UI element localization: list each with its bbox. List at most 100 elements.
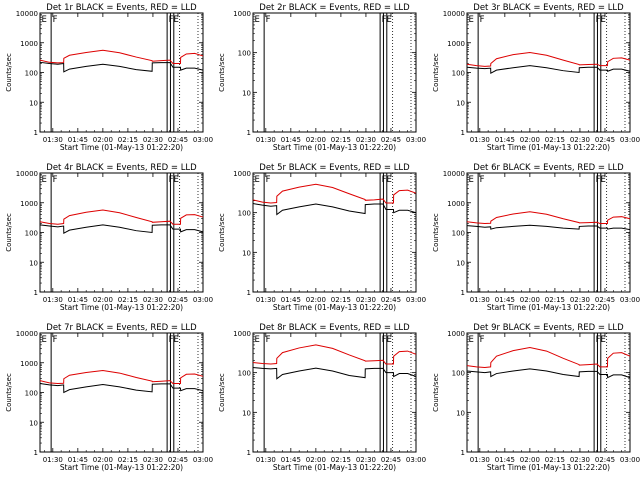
flag-label: F [480, 335, 485, 345]
x-tick-label: 02:30 [356, 296, 376, 304]
x-tick-label: 01:30 [43, 136, 63, 144]
flag-label: E [255, 15, 260, 25]
events-series-line [466, 224, 631, 231]
panel-7: Det 7r BLACK = Events, RED = LLD 1 10 100 10… [5, 323, 213, 472]
y-tick-label: 100 [452, 70, 465, 78]
lld-series-line [466, 347, 631, 369]
x-tick-label: 02:15 [331, 296, 351, 304]
x-axis-label: Start Time (01-May-13 01:22:20) [60, 143, 183, 152]
flag-label: F [53, 175, 58, 185]
events-series-line [252, 367, 417, 380]
y-tick-label: 1000 [20, 200, 38, 208]
events-series-line [39, 224, 204, 234]
panel-8: Det 8r BLACK = Events, RED = LLD 1 10 100 10… [218, 323, 426, 472]
lld-series-line [39, 369, 204, 385]
x-tick-label: 02:30 [570, 136, 590, 144]
x-tick-label: 02:45 [381, 136, 401, 144]
y-tick-label: 1000 [20, 360, 38, 368]
x-tick-label: 03:00 [620, 296, 640, 304]
y-tick-label: 1 [461, 449, 465, 457]
x-tick-label: 01:45 [68, 456, 88, 464]
y-tick-label: 1000 [20, 40, 38, 48]
plot-frame [252, 12, 417, 133]
x-tick-label: 02:30 [570, 296, 590, 304]
panel-title: Det 3r BLACK = Events, RED = LLD [473, 3, 624, 13]
panel-title: Det 9r BLACK = Events, RED = LLD [473, 323, 624, 333]
x-axis-label: Start Time (01-May-13 01:22:20) [273, 463, 396, 472]
y-tick-label: 10 [242, 409, 251, 417]
flag-label: FE [169, 15, 179, 25]
x-tick-label: 02:00 [520, 296, 540, 304]
flag-label: E [42, 335, 47, 345]
y-tick-label: 10 [29, 259, 38, 267]
x-tick-label: 02:15 [331, 456, 351, 464]
y-tick-label: 1000 [233, 170, 251, 178]
plot-frame [252, 172, 417, 293]
y-tick-label: 100 [25, 70, 38, 78]
x-tick-label: 02:45 [168, 296, 188, 304]
x-tick-label: 02:15 [545, 456, 565, 464]
y-tick-label: 10 [29, 419, 38, 427]
y-tick-label: 1000 [447, 330, 465, 338]
x-tick-label: 02:15 [545, 136, 565, 144]
x-tick-label: 02:00 [520, 136, 540, 144]
x-tick-label: 01:30 [256, 296, 276, 304]
events-series-line [39, 383, 204, 394]
panel-3: Det 3r BLACK = Events, RED = LLD 1 10 100 10… [432, 3, 640, 152]
flag-label: E [469, 335, 474, 345]
y-tick-label: 100 [452, 370, 465, 378]
x-tick-label: 02:45 [381, 456, 401, 464]
y-tick-label: 1 [34, 129, 38, 137]
y-tick-label: 100 [25, 230, 38, 238]
x-tick-label: 02:00 [93, 296, 113, 304]
x-tick-label: 01:45 [281, 296, 301, 304]
y-tick-label: 1 [247, 449, 251, 457]
y-tick-label: 1000 [233, 10, 251, 18]
y-axis-label: Counts/sec [432, 53, 440, 92]
flag-label: FE [382, 175, 392, 185]
y-tick-label: 10 [456, 259, 465, 267]
y-tick-label: 10000 [16, 10, 38, 18]
lld-series-line [466, 211, 631, 225]
flag-label: E [255, 175, 260, 185]
y-tick-label: 10000 [443, 170, 465, 178]
panel-9: Det 9r BLACK = Events, RED = LLD 1 10 100 10… [432, 323, 640, 472]
x-tick-label: 02:30 [356, 136, 376, 144]
lld-series-line [252, 344, 417, 365]
plot-frame [466, 332, 631, 453]
x-tick-label: 02:00 [93, 136, 113, 144]
x-tick-label: 03:00 [620, 456, 640, 464]
y-tick-label: 1 [461, 289, 465, 297]
flag-label: FE [382, 15, 392, 25]
x-axis-label: Start Time (01-May-13 01:22:20) [273, 143, 396, 152]
x-tick-label: 01:45 [495, 456, 515, 464]
flag-label: F [266, 175, 271, 185]
flag-label: E [42, 175, 47, 185]
x-axis-label: Start Time (01-May-13 01:22:20) [60, 463, 183, 472]
x-tick-label: 02:45 [595, 456, 615, 464]
y-axis-label: Counts/sec [218, 53, 226, 92]
x-tick-label: 02:45 [381, 296, 401, 304]
lld-series-line [252, 183, 417, 204]
x-tick-label: 03:00 [406, 296, 426, 304]
flag-label: FE [169, 175, 179, 185]
panel-title: Det 8r BLACK = Events, RED = LLD [259, 323, 410, 333]
y-tick-label: 10 [456, 409, 465, 417]
panel-title: Det 6r BLACK = Events, RED = LLD [473, 163, 624, 173]
flag-label: E [469, 15, 474, 25]
y-axis-label: Counts/sec [432, 373, 440, 412]
panel-6: Det 6r BLACK = Events, RED = LLD 1 10 100 10… [432, 163, 640, 312]
y-tick-label: 100 [238, 210, 251, 218]
x-tick-label: 02:30 [143, 296, 163, 304]
x-tick-label: 01:45 [68, 136, 88, 144]
plot-frame [252, 332, 417, 453]
x-tick-label: 03:00 [193, 136, 213, 144]
panel-2: Det 2r BLACK = Events, RED = LLD 1 10 100 10… [218, 3, 426, 152]
x-tick-label: 02:15 [118, 456, 138, 464]
x-tick-label: 01:30 [470, 456, 490, 464]
x-tick-label: 02:00 [520, 456, 540, 464]
x-tick-label: 02:30 [570, 456, 590, 464]
y-tick-label: 1 [461, 129, 465, 137]
flag-label: F [480, 175, 485, 185]
panel-title: Det 7r BLACK = Events, RED = LLD [46, 323, 197, 333]
